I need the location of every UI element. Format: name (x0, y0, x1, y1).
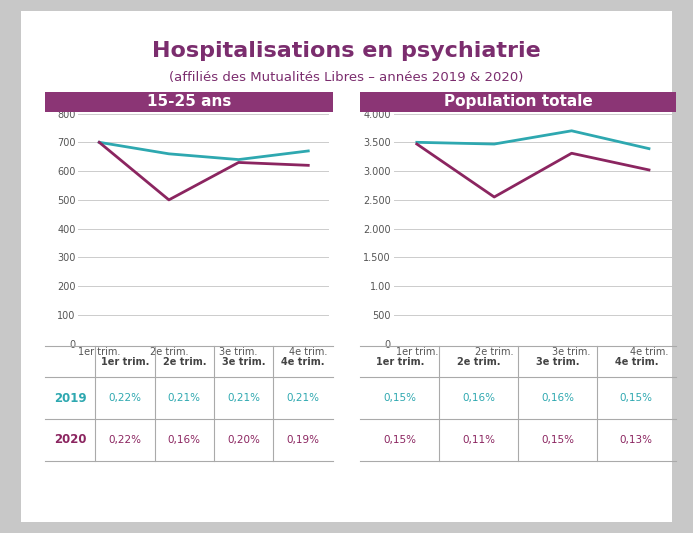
Text: 0,13%: 0,13% (620, 435, 653, 445)
Text: 4e trim.: 4e trim. (281, 357, 325, 367)
Text: 0,11%: 0,11% (462, 435, 495, 445)
Text: 0,16%: 0,16% (541, 393, 574, 403)
Text: 0,16%: 0,16% (168, 435, 201, 445)
Text: 0,22%: 0,22% (109, 393, 141, 403)
Text: 2e trim.: 2e trim. (457, 357, 500, 367)
Text: 2e trim.: 2e trim. (163, 357, 206, 367)
Text: 0,20%: 0,20% (227, 435, 260, 445)
Text: 1er trim.: 1er trim. (376, 357, 424, 367)
Text: 0,19%: 0,19% (286, 435, 319, 445)
Text: 0,22%: 0,22% (109, 435, 141, 445)
Text: (affiliés des Mutualités Libres – années 2019 & 2020): (affiliés des Mutualités Libres – années… (169, 71, 524, 84)
Text: 2019: 2019 (54, 392, 87, 405)
Text: Population totale: Population totale (444, 94, 593, 109)
Text: 3e trim.: 3e trim. (222, 357, 265, 367)
Text: 1er trim.: 1er trim. (101, 357, 149, 367)
Text: 15-25 ans: 15-25 ans (147, 94, 231, 109)
Text: 0,15%: 0,15% (383, 393, 416, 403)
Text: 3e trim.: 3e trim. (536, 357, 579, 367)
Text: Hospitalisations en psychiatrie: Hospitalisations en psychiatrie (152, 41, 541, 61)
Text: 2020: 2020 (54, 433, 87, 446)
Text: 0,15%: 0,15% (620, 393, 653, 403)
Text: 4e trim.: 4e trim. (615, 357, 658, 367)
Text: 0,15%: 0,15% (383, 435, 416, 445)
Text: 0,21%: 0,21% (168, 393, 201, 403)
Text: 0,21%: 0,21% (286, 393, 319, 403)
Text: 0,15%: 0,15% (541, 435, 574, 445)
Text: 0,21%: 0,21% (227, 393, 260, 403)
Text: 0,16%: 0,16% (462, 393, 495, 403)
